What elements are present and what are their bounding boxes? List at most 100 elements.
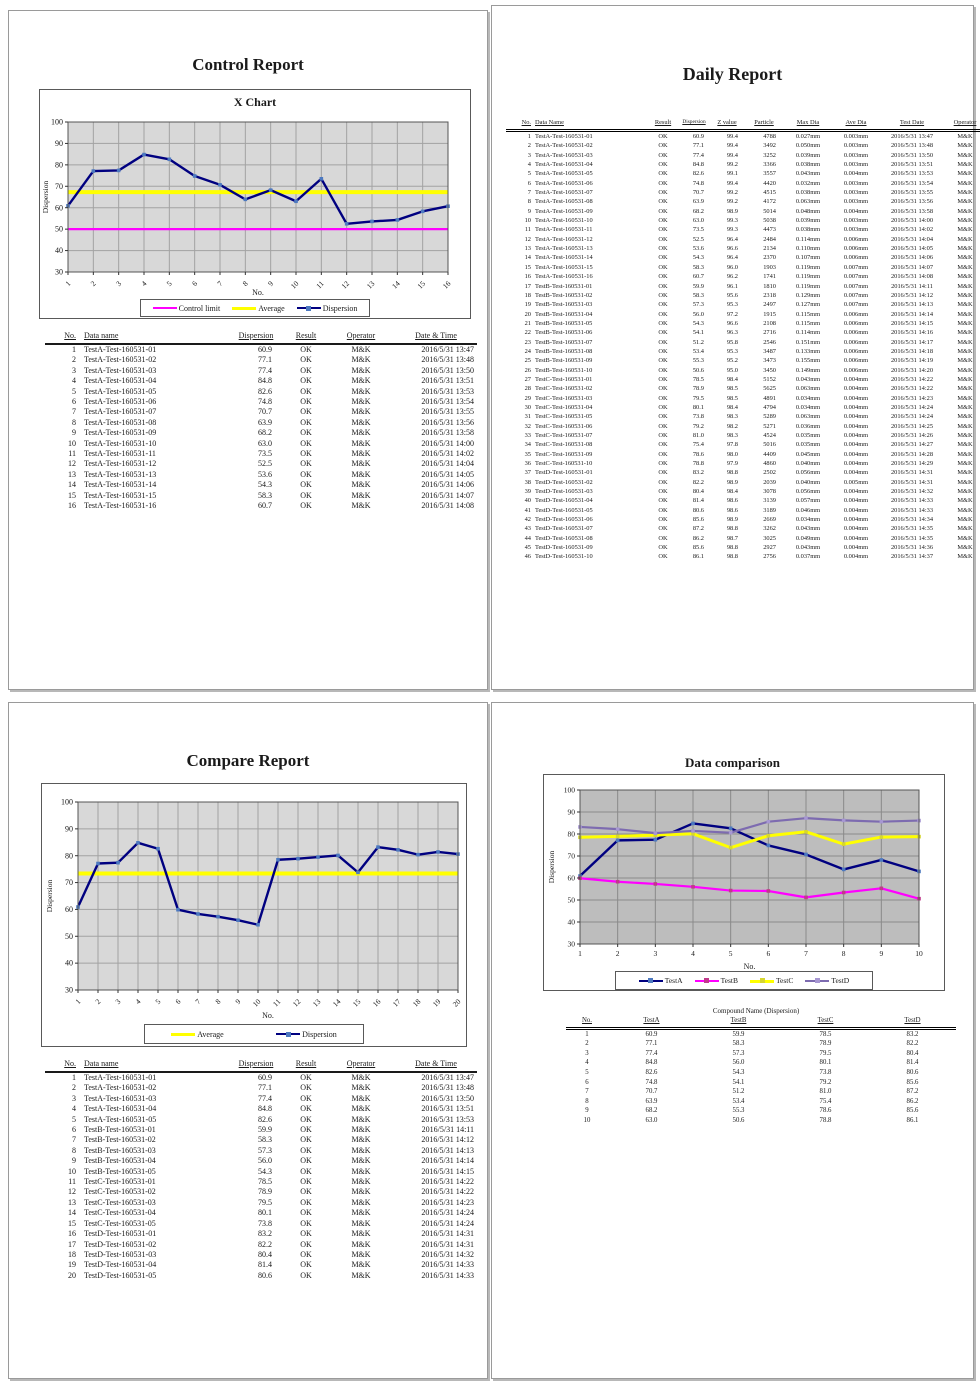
table-row: 6 TestA-Test-160531-06 74.8 OK M&K 2016/5/31 …: [45, 397, 477, 407]
cell: 2016/5/31 14:29: [890, 460, 934, 468]
svg-text:10: 10: [251, 997, 263, 1009]
cell: 79.5: [692, 394, 704, 402]
cell: 80.1: [258, 1208, 272, 1218]
cell: 13: [68, 469, 76, 479]
cell: TestA-Test-160531-16: [84, 501, 157, 511]
table-row: 14 TestA-Test-160531-14 54.3 OK M&K 2016/5/31…: [45, 480, 477, 490]
cell: 0.063mm: [795, 198, 821, 206]
svg-text:4: 4: [139, 279, 148, 288]
cell: 0.119mm: [795, 273, 821, 281]
cell: 2016/5/31 14:33: [890, 497, 934, 505]
cell: 54.3: [692, 319, 704, 327]
cell: 2716: [763, 329, 776, 337]
cell: 0.045mm: [795, 450, 821, 458]
cell: TestA-Test-160531-09: [535, 207, 593, 215]
cell: OK: [658, 161, 668, 169]
cell: 0.004mm: [843, 516, 869, 524]
cell: 85.6: [906, 1078, 919, 1086]
svg-text:Dispersion: Dispersion: [41, 181, 50, 214]
cell: M&K: [351, 480, 371, 490]
cell: 98.5: [726, 394, 738, 402]
column-header: Dispersion: [238, 331, 274, 340]
cell: 98.3: [726, 413, 738, 421]
table-row: 34 TestC-Test-160531-08 OK 75.4 97.8 5016 0.03…: [506, 440, 980, 449]
svg-text:50: 50: [55, 225, 63, 234]
cell: M&K: [351, 345, 371, 354]
column-header: Operator: [346, 1059, 376, 1068]
cell: M&K: [351, 1083, 371, 1093]
cell: 19: [68, 1260, 76, 1270]
cell: TestD-Test-160531-01: [535, 469, 593, 477]
cell: 7: [585, 1088, 589, 1096]
cell: 99.3: [726, 226, 738, 234]
cell: M&K: [957, 553, 973, 561]
cell: 4794: [763, 403, 776, 411]
cell: 99.3: [726, 217, 738, 225]
table-row: 4 TestA-Test-160531-04 OK 84.8 99.2 3366 0.038…: [506, 160, 980, 169]
data-comparison-table: No. TestA TestB TestC TestD 1 60.9 59.9 78.5 83.2…: [566, 1015, 956, 1126]
column-header: TestC: [817, 1017, 834, 1024]
svg-text:3: 3: [114, 279, 123, 288]
x-chart-title: X Chart: [233, 95, 277, 109]
cell: TestC-Test-160531-05: [535, 413, 593, 421]
column-header: Dispersion: [238, 1059, 274, 1068]
cell: 25: [524, 357, 531, 365]
table-row: 16 TestD-Test-160531-01 83.2 OK M&K 2016/5/31…: [45, 1229, 477, 1239]
cell: 96.6: [726, 245, 738, 253]
cell: 0.114mm: [795, 235, 821, 243]
cell: M&K: [351, 459, 371, 469]
cell: 8: [527, 198, 531, 206]
table-row: 13 TestC-Test-160531-03 79.5 OK M&K 2016/5/31…: [45, 1198, 477, 1208]
cell: M&K: [957, 450, 973, 458]
cell: 10: [68, 1166, 76, 1176]
cell: TestA-Test-160531-09: [84, 428, 157, 438]
cell: 81.0: [692, 432, 704, 439]
cell: 5: [585, 1068, 589, 1076]
cell: 2484: [763, 235, 776, 243]
table-row: 3 TestA-Test-160531-03 77.4 OK M&K 2016/5/31 …: [45, 366, 477, 376]
cell: OK: [658, 170, 668, 178]
cell: 2016/5/31 14:22: [890, 385, 934, 393]
svg-text:11: 11: [314, 279, 326, 291]
cell: 0.004mm: [843, 441, 869, 449]
cell: 0.003mm: [843, 133, 869, 140]
cell: 57.3: [258, 1145, 272, 1155]
cell: 0.034mm: [795, 516, 821, 524]
cell: 2016/5/31 13:48: [890, 142, 934, 150]
cell: 0.004mm: [843, 469, 869, 477]
cell: OK: [658, 338, 668, 346]
data-comparison-panel: Data comparison 30 40 50 60 70 80 90 100 1 2 3 4 5 6 7…: [491, 702, 974, 1379]
column-header: TestA: [643, 1017, 660, 1024]
cell: OK: [658, 366, 668, 374]
cell: 2016/5/31 14:00: [421, 438, 474, 448]
cell: 0.007mm: [843, 263, 869, 271]
cell: 80.1: [819, 1059, 832, 1067]
cell: M&K: [957, 506, 973, 514]
cell: 0.004mm: [843, 394, 869, 402]
cell: 6: [72, 1125, 76, 1135]
cell: 16: [68, 501, 76, 511]
cell: M&K: [957, 245, 973, 253]
cell: 0.037mm: [795, 553, 821, 561]
cell: TestB-Test-160531-02: [84, 1135, 156, 1145]
cell: M&K: [351, 1197, 371, 1207]
cell: 10: [68, 438, 76, 448]
cell: 3450: [763, 366, 776, 374]
cell: TestB-Test-160531-06: [535, 329, 593, 337]
cell: 2016/5/31 14:17: [890, 338, 934, 346]
cell: 4172: [763, 198, 776, 206]
cell: 28: [524, 385, 531, 393]
cell: 0.004mm: [843, 422, 869, 430]
cell: 54.1: [732, 1078, 745, 1086]
cell: 1903: [763, 263, 776, 271]
cell: OK: [300, 1073, 312, 1082]
cell: 2016/5/31 14:14: [890, 310, 934, 318]
svg-text:10: 10: [915, 949, 923, 958]
cell: M&K: [957, 161, 973, 169]
cell: 54.3: [258, 1166, 272, 1176]
table-row: 32 TestC-Test-160531-06 OK 79.2 98.2 5271 0.03…: [506, 422, 980, 431]
cell: 82.2: [906, 1040, 919, 1048]
cell: 86.1: [692, 553, 704, 561]
cell: 0.004mm: [843, 207, 869, 215]
cell: 2016/5/31 14:19: [890, 357, 934, 365]
